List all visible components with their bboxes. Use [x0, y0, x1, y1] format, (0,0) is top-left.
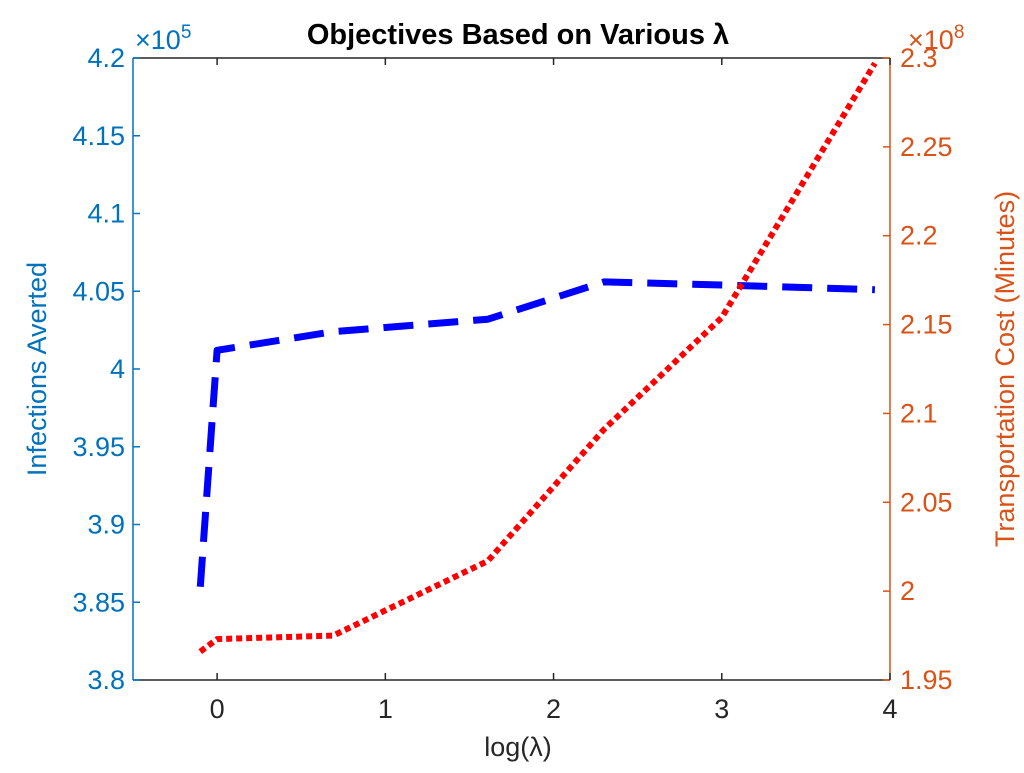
- infections-averted-line: [196, 278, 876, 587]
- right-y-axis-label: Transportation Cost (Minutes): [990, 191, 1020, 547]
- left-axis-multiplier-exponent: 5: [181, 22, 192, 43]
- x-axis-tick-label: 0: [210, 694, 225, 724]
- left-axis-tick-label: 4.2: [87, 43, 125, 73]
- right-axis-multiplier-exponent: 8: [954, 22, 965, 43]
- x-axis-label: log(λ): [484, 732, 552, 762]
- right-y-axis: 1.95 2 2.05 2.1 2.15 2.2 2.25 2.3: [883, 43, 953, 695]
- x-axis-tick-label: 2: [546, 694, 561, 724]
- left-y-axis-label: Infections Averted: [22, 262, 52, 476]
- left-axis-tick-label: 3.9: [87, 510, 125, 540]
- left-axis-tick-label: 4.05: [72, 276, 125, 306]
- right-axis-tick-label: 2.25: [900, 132, 953, 162]
- x-axis-tick-label: 4: [882, 694, 897, 724]
- left-axis-tick-label: 3.95: [72, 432, 125, 462]
- transportation-cost-line: [198, 61, 878, 655]
- right-axis-multiplier-base: ×10: [908, 25, 954, 55]
- right-axis-multiplier: ×108: [908, 22, 964, 55]
- right-axis-tick-label: 2.2: [900, 221, 938, 251]
- right-axis-tick-label: 2.15: [900, 310, 953, 340]
- right-axis-tick-label: 2: [900, 576, 915, 606]
- right-axis-tick-label: 2.05: [900, 487, 953, 517]
- left-axis-multiplier: ×105: [135, 22, 191, 55]
- left-axis-tick-label: 4: [110, 354, 125, 384]
- x-axis: 0 1 2 3 4: [210, 58, 898, 724]
- right-axis-tick-label: 1.95: [900, 665, 953, 695]
- left-axis-tick-label: 4.15: [72, 121, 125, 151]
- right-axis-tick-label: 2.1: [900, 398, 938, 428]
- chart-title: Objectives Based on Various λ: [307, 19, 729, 51]
- series-layer: [196, 61, 878, 655]
- left-axis-tick-label: 3.8: [87, 665, 125, 695]
- left-y-axis: 3.8 3.85 3.9 3.95 4 4.05 4.1 4.15 4.2: [72, 43, 140, 695]
- x-axis-tick-label: 3: [714, 694, 729, 724]
- left-axis-tick-label: 3.85: [72, 587, 125, 617]
- left-axis-multiplier-base: ×10: [135, 25, 181, 55]
- left-axis-tick-label: 4.1: [87, 199, 125, 229]
- right-axis-tick-label: 2.3: [900, 43, 938, 73]
- plot-area: [133, 57, 890, 681]
- x-axis-tick-label: 1: [378, 694, 393, 724]
